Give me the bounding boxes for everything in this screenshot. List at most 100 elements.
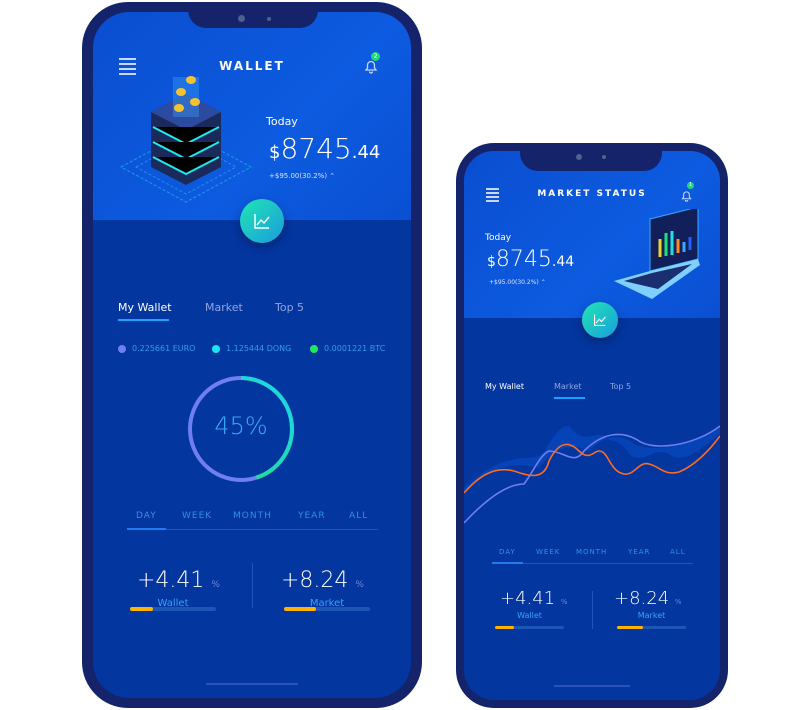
active-tab-underline — [118, 319, 169, 321]
bell-icon[interactable]: 1 — [680, 182, 694, 202]
period-divider — [127, 529, 378, 530]
progress-ring — [188, 376, 294, 482]
server-illustration — [111, 72, 261, 212]
home-indicator — [206, 683, 298, 685]
change-text: +$95.00(30.2%) — [269, 172, 328, 180]
market-stat-bar — [284, 607, 370, 611]
unit: % — [674, 598, 682, 606]
currency-symbol: $ — [269, 142, 281, 163]
period-tab-month[interactable]: MONTH — [233, 511, 272, 521]
wallet-stat-label: Wallet — [157, 598, 189, 609]
btc-dot — [310, 344, 318, 353]
period-tab-day[interactable]: DAY — [136, 511, 157, 521]
market-stat-label: Market — [309, 598, 345, 609]
period-tab-all[interactable]: ALL — [349, 511, 369, 521]
balance-integer: 8745 — [495, 247, 552, 272]
tab-my-wallet[interactable]: My Wallet — [485, 382, 524, 391]
period-tab-year[interactable]: YEAR — [298, 511, 326, 521]
notification-badge: 2 — [371, 52, 380, 61]
page-title: WALLET — [219, 59, 285, 73]
wallet-stat-label: Wallet — [517, 611, 542, 620]
chart-icon — [254, 214, 270, 229]
currency-euro: 0.225661 EURO — [118, 344, 195, 353]
camera-icon — [576, 154, 582, 160]
tab-market[interactable]: Market — [554, 382, 582, 391]
active-tab-underline — [554, 397, 585, 399]
period-tab-year[interactable]: YEAR — [628, 548, 651, 556]
up-arrow-icon: ⌃ — [329, 172, 336, 180]
notch — [520, 143, 662, 171]
active-period-underline — [492, 562, 523, 564]
currency-btc: 0.0001221 BTC — [310, 344, 385, 353]
value: +4.41 — [500, 588, 556, 609]
balance-integer: 8745 — [280, 132, 352, 165]
menu-icon[interactable] — [119, 58, 136, 78]
today-label: Today — [485, 233, 512, 243]
balance-decimal: .44 — [551, 254, 575, 270]
wallet-stat-bar — [495, 626, 564, 629]
currency-label: 0.0001221 BTC — [324, 344, 386, 353]
sensor-icon — [602, 155, 606, 159]
market-stat-value: +8.24 % — [614, 588, 682, 609]
bell-icon[interactable]: 2 — [363, 52, 380, 74]
progress-percent: 45% — [214, 412, 268, 440]
value: +8.24 — [614, 588, 670, 609]
market-stat-label: Market — [637, 611, 666, 620]
stat-divider — [592, 591, 593, 629]
dong-dot — [212, 344, 220, 353]
wallet-stat-bar — [130, 607, 216, 611]
currency-label: 0.225661 EURO — [132, 344, 196, 353]
chart-button[interactable] — [582, 302, 618, 338]
period-tab-week[interactable]: WEEK — [536, 548, 561, 556]
camera-icon — [238, 15, 245, 22]
wallet-screen: WALLET 2 Today $8745.44 +$95.00(30.2%) ⌃… — [93, 12, 411, 698]
balance: $8745.44 — [487, 247, 574, 272]
page-title: MARKET STATUS — [537, 189, 647, 199]
period-tab-day[interactable]: DAY — [499, 548, 516, 556]
market-line-chart — [464, 425, 720, 524]
chart-band — [464, 426, 720, 493]
balance-change: +$95.00(30.2%) ⌃ — [489, 279, 546, 286]
balance-decimal: .44 — [351, 142, 381, 163]
change-text: +$95.00(30.2%) — [489, 279, 539, 286]
currency-label: 1.125444 DONG — [226, 344, 292, 353]
home-indicator — [554, 685, 630, 687]
series-blue-line — [464, 425, 720, 524]
unit: % — [355, 580, 364, 590]
market-stat-bar — [617, 626, 686, 629]
chart-icon — [594, 314, 606, 326]
value: +4.41 — [137, 568, 205, 593]
euro-dot — [118, 344, 126, 353]
currency-symbol: $ — [487, 254, 496, 270]
tab-my-wallet[interactable]: My Wallet — [118, 301, 172, 314]
balance-change: +$95.00(30.2%) ⌃ — [269, 172, 335, 180]
market-phone: MARKET STATUS 1 Today $8745.44 +$95.00(3… — [456, 143, 728, 708]
tab-top-5[interactable]: Top 5 — [610, 382, 632, 391]
up-arrow-icon: ⌃ — [540, 279, 546, 286]
today-label: Today — [266, 115, 298, 128]
tab-market[interactable]: Market — [205, 301, 243, 314]
unit: % — [211, 580, 220, 590]
balance: $8745.44 — [269, 132, 380, 165]
period-divider — [492, 563, 693, 564]
wallet-phone: WALLET 2 Today $8745.44 +$95.00(30.2%) ⌃… — [82, 2, 422, 708]
period-tab-all[interactable]: ALL — [670, 548, 686, 556]
currency-dong: 1.125444 DONG — [212, 344, 291, 353]
series-orange-line — [464, 435, 720, 494]
market-screen: MARKET STATUS 1 Today $8745.44 +$95.00(3… — [464, 151, 720, 700]
market-stat-value: +8.24 % — [281, 568, 364, 593]
notch — [188, 2, 318, 28]
period-tab-week[interactable]: WEEK — [182, 511, 213, 521]
notification-badge: 1 — [687, 182, 694, 189]
unit: % — [560, 598, 568, 606]
wallet-stat-value: +4.41 % — [137, 568, 220, 593]
active-period-underline — [127, 528, 166, 530]
stat-divider — [252, 563, 253, 608]
sensor-icon — [267, 17, 271, 21]
menu-icon[interactable] — [486, 188, 499, 205]
period-tab-month[interactable]: MONTH — [576, 548, 608, 556]
tab-top-5[interactable]: Top 5 — [275, 301, 305, 314]
wallet-header — [93, 12, 411, 220]
chart-button[interactable] — [240, 199, 284, 243]
laptop-illustration — [612, 206, 702, 304]
